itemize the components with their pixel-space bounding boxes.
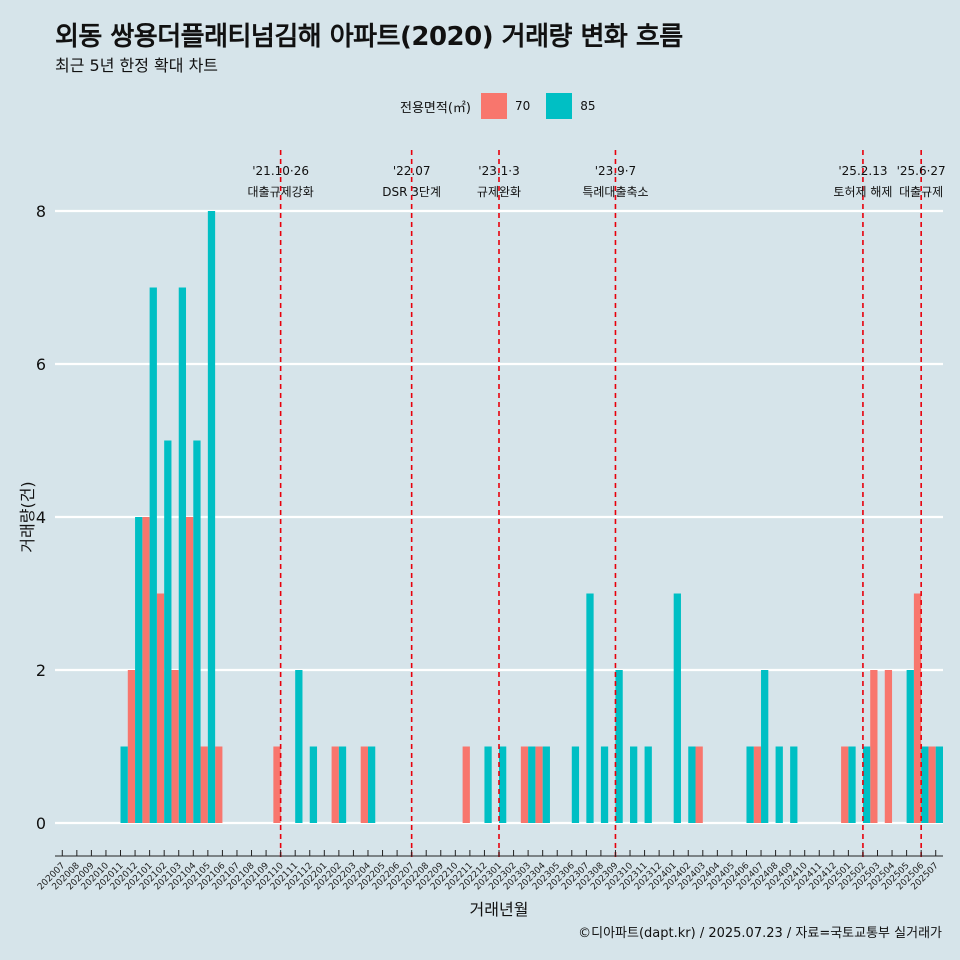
y-tick-label: 6 [36, 355, 46, 374]
bar-85-202011 [120, 746, 128, 823]
bar-85-202111 [295, 670, 303, 823]
bar-70-202102 [156, 593, 165, 823]
y-axis-title: 거래량(건) [18, 481, 37, 552]
bar-85-202105 [207, 211, 216, 823]
bar-70-202103 [171, 670, 179, 823]
legend-label-85: 85 [580, 99, 596, 113]
bar-85-202104 [193, 440, 201, 823]
bar-85-202401 [673, 593, 681, 823]
chart-title: 외동 쌍용더플래티넘김해 아파트(2020) 거래량 변화 흐름 [55, 22, 683, 52]
bar-85-202309 [615, 670, 623, 823]
event-date: '22.07 [393, 164, 431, 178]
bar-85-202307 [586, 593, 594, 823]
bar-70-202507 [928, 746, 936, 823]
bar-85-202409 [790, 746, 798, 823]
bar-70-202211 [462, 746, 470, 823]
event-label: 토허제 해제 [833, 185, 892, 199]
bar-85-202212 [484, 746, 492, 823]
bar-85-202408 [775, 746, 783, 823]
y-tick-label: 0 [36, 814, 46, 833]
bar-85-202112 [309, 746, 318, 823]
bar-85-202402 [688, 746, 696, 823]
bar-70-202506 [913, 593, 922, 823]
legend-label-70: 70 [514, 99, 531, 113]
event-date: '23.9·7 [595, 164, 636, 178]
y-tick-label: 8 [36, 202, 46, 221]
bar-70-202407 [753, 746, 762, 823]
bar-85-202502 [862, 746, 871, 823]
bar-85-202301 [499, 746, 507, 823]
bar-70-202504 [884, 670, 893, 823]
bar-85-202407 [761, 670, 769, 823]
bar-85-202506 [921, 746, 929, 823]
event-date: '21.10·26 [252, 164, 309, 178]
bar-85-202102 [164, 440, 172, 823]
y-tick-label: 2 [36, 661, 46, 680]
bar-85-202310 [630, 746, 638, 823]
bar-70-202105 [200, 746, 208, 823]
legend: 전용면적(㎡) 70 85 [400, 93, 612, 119]
bar-85-202306 [571, 746, 580, 823]
bar-85-202103 [178, 287, 187, 823]
bar-70-202202 [331, 746, 339, 823]
bar-85-202505 [906, 670, 914, 823]
bar-70-202106 [215, 746, 223, 823]
y-tick-label: 4 [36, 508, 46, 527]
event-label: DSR 3단계 [382, 185, 441, 199]
bar-85-202507 [935, 746, 943, 823]
bar-70-202101 [142, 517, 150, 823]
chart-subtitle: 최근 5년 한정 확대 차트 [55, 56, 219, 75]
event-date: '25.6·27 [897, 164, 946, 178]
bar-70-202501 [841, 746, 849, 823]
event-label: 대출규제 [899, 185, 943, 199]
bar-70-202303 [520, 746, 529, 823]
bar-70-202104 [186, 517, 194, 823]
legend-swatch-70 [480, 93, 507, 119]
bar-70-202304 [535, 746, 543, 823]
bar-70-202503 [870, 670, 878, 823]
bar-85-202303 [528, 746, 536, 823]
legend-title: 전용면적(㎡) [400, 100, 471, 116]
bar-85-202012 [135, 517, 143, 823]
bar-85-202101 [149, 287, 157, 823]
legend-swatch-85 [546, 93, 573, 119]
event-date: '25.2.13 [838, 164, 887, 178]
bar-85-202406 [746, 746, 754, 823]
bar-70-202110 [273, 746, 281, 823]
bar-85-202311 [644, 746, 652, 823]
event-date: '23.1·3 [478, 164, 519, 178]
bar-70-202403 [695, 746, 703, 823]
event-label: 특례대출축소 [582, 185, 648, 199]
event-label: 규제완화 [477, 185, 521, 199]
x-axis-title: 거래년월 [470, 900, 529, 919]
bar-85-202202 [338, 746, 347, 823]
bar-70-202012 [127, 670, 136, 823]
bar-85-202204 [367, 746, 376, 823]
event-label: 대출규제강화 [248, 185, 314, 199]
bar-85-202304 [542, 746, 550, 823]
bar-70-202204 [360, 746, 368, 823]
source-caption: ©디아파트(dapt.kr) / 2025.07.23 / 자료=국토교통부 실… [578, 926, 942, 941]
bar-85-202501 [848, 746, 856, 823]
bar-85-202308 [600, 746, 609, 823]
